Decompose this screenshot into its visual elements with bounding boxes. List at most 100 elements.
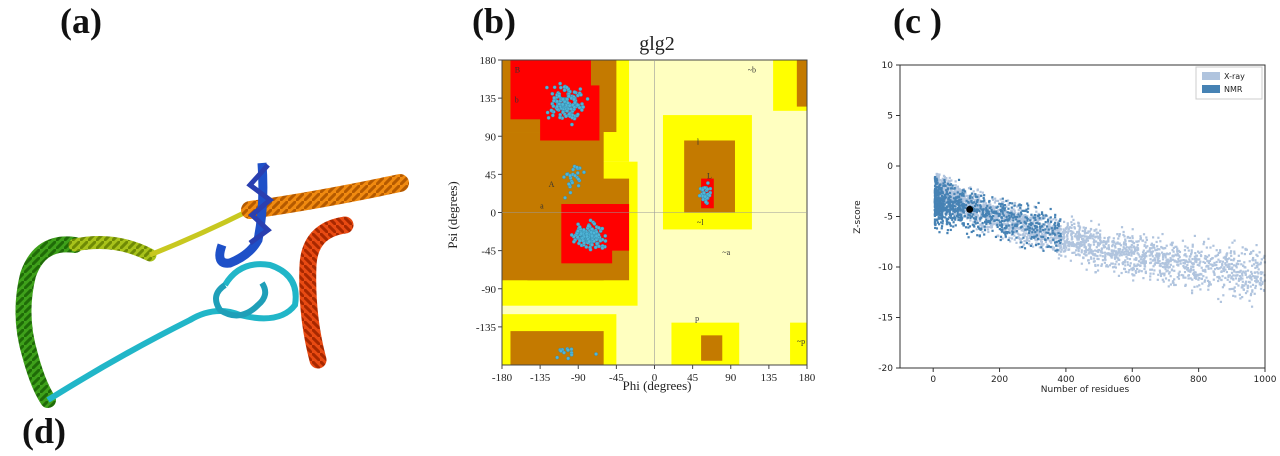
z-xray-point	[1124, 264, 1127, 267]
rama-point	[552, 85, 557, 90]
z-xray-point	[1016, 205, 1019, 208]
z-xray-point	[1077, 253, 1080, 256]
z-nmr-point	[998, 224, 1002, 227]
z-xray-point	[1160, 272, 1163, 276]
rama-allowed-p	[701, 335, 723, 361]
z-xray-point	[977, 194, 980, 197]
z-xray-point	[1130, 254, 1133, 257]
z-xray-point	[987, 230, 990, 234]
z-xray-point	[1096, 254, 1099, 258]
z-xray-point	[977, 195, 981, 198]
z-nmr-point	[952, 201, 955, 204]
z-xray-point	[1055, 218, 1058, 221]
z-nmr-point	[979, 205, 982, 208]
z-xray-point	[974, 213, 977, 216]
z-nmr-point	[1059, 218, 1062, 221]
z-xray-point	[1017, 227, 1020, 230]
z-nmr-point	[948, 196, 951, 199]
z-xray-point	[1122, 246, 1125, 249]
z-xray-point	[1119, 252, 1122, 256]
z-xray-point	[1120, 254, 1123, 257]
z-nmr-point	[938, 198, 941, 201]
z-nmr-point	[962, 224, 965, 227]
z-xray-point	[1060, 254, 1063, 257]
z-xray-point	[1108, 236, 1111, 239]
z-nmr-point	[933, 178, 937, 181]
z-xray-point	[1155, 240, 1158, 244]
z-nmr-point	[998, 221, 1002, 224]
helix-yellow-green	[68, 236, 157, 262]
z-xray-point	[1091, 237, 1094, 240]
z-nmr-point	[982, 200, 985, 203]
z-nmr-point	[1010, 211, 1013, 214]
z-nmr-point	[995, 218, 999, 222]
z-nmr-point	[1044, 221, 1047, 224]
z-xray-point	[954, 184, 957, 187]
z-xray-point	[1049, 240, 1052, 243]
z-xray-point	[960, 189, 963, 192]
z-xray-point	[1066, 224, 1069, 227]
z-xray-point	[1033, 205, 1036, 208]
z-nmr-point	[1053, 223, 1056, 226]
z-nmr-point	[949, 216, 952, 220]
z-nmr-point	[945, 217, 948, 220]
z-xray-point	[1208, 283, 1211, 287]
z-nmr-point	[941, 217, 944, 220]
z-nmr-point	[984, 212, 987, 215]
z-xray-point	[973, 203, 976, 206]
z-xray-point	[1252, 275, 1255, 278]
z-nmr-point	[971, 201, 974, 205]
z-xray-point	[1029, 233, 1032, 236]
z-xray-point	[1058, 243, 1061, 246]
z-xray-point	[1013, 234, 1016, 237]
z-nmr-point	[991, 211, 994, 214]
rama-xlabel: Phi (degrees)	[623, 378, 692, 393]
z-xray-point	[990, 224, 994, 227]
z-xray-point	[1142, 277, 1145, 280]
z-xray-point	[1149, 261, 1152, 265]
z-nmr-point	[934, 201, 937, 204]
z-xray-point	[955, 186, 958, 189]
z-xray-point	[951, 197, 954, 201]
z-xray-point	[1193, 255, 1196, 258]
z-xray-point	[1169, 243, 1172, 246]
z-xray-point	[1050, 219, 1053, 222]
z-xray-point	[1057, 226, 1060, 229]
z-xray-point	[1124, 250, 1127, 253]
z-xray-point	[1218, 276, 1221, 279]
z-xray-point	[1217, 279, 1220, 283]
rama-point	[565, 109, 569, 113]
z-nmr-point	[999, 238, 1002, 242]
rama-point	[586, 224, 591, 229]
z-nmr-point	[962, 205, 965, 208]
z-xray-point	[1237, 277, 1241, 280]
rama-point	[579, 93, 583, 97]
z-xray-point	[1128, 268, 1131, 272]
z-nmr-point	[939, 191, 942, 194]
z-xray-point	[1077, 232, 1081, 235]
z-xray-point	[1078, 236, 1081, 239]
z-nmr-point	[1040, 235, 1043, 238]
z-xray-point	[990, 213, 993, 216]
z-xray-point	[1245, 276, 1249, 279]
z-xray-point	[1241, 280, 1244, 283]
z-nmr-point	[1034, 218, 1037, 222]
z-xray-point	[1144, 271, 1147, 275]
z-xray-point	[1070, 221, 1073, 224]
z-nmr-point	[994, 211, 997, 214]
z-nmr-point	[996, 225, 999, 229]
z-xray-point	[1237, 279, 1240, 282]
z-xray-point	[1070, 215, 1074, 218]
z-nmr-point	[995, 206, 998, 209]
rama-region-label: ~a	[722, 248, 730, 257]
coil-cyan-loop	[213, 281, 269, 319]
z-xray-point	[1071, 237, 1074, 241]
z-ytick-label: -20	[878, 364, 893, 374]
rama-point	[700, 187, 705, 192]
z-xray-point	[1107, 238, 1110, 241]
rama-point	[558, 81, 562, 86]
z-xray-point	[1184, 276, 1187, 279]
z-xray-point	[1064, 255, 1067, 258]
rama-point	[703, 194, 708, 199]
z-xray-point	[1257, 268, 1260, 271]
